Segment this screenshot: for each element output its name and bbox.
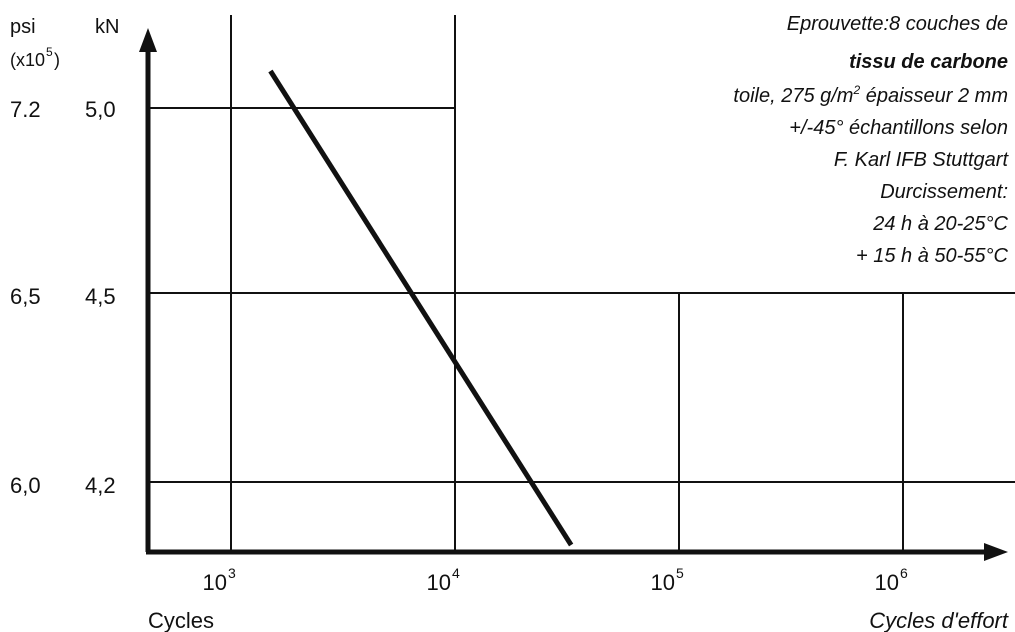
- series-layer: [268, 69, 574, 547]
- x-tick-base: 10: [651, 570, 675, 595]
- annotation-text: toile, 275 g/m: [733, 85, 853, 107]
- x-tick-base: 10: [203, 570, 227, 595]
- x-tick-exponent: 6: [900, 565, 908, 581]
- annotation-superscript: 2: [852, 83, 860, 97]
- annotation-text: F. Karl IFB Stuttgart: [834, 149, 1010, 171]
- y-tick-label-psi: 6,0: [10, 473, 41, 498]
- annotation-text: 24 h à 20-25°C: [872, 213, 1008, 235]
- annotation-text: Eprouvette:8 couches de: [787, 13, 1008, 35]
- annotation-line: Durcissement:: [880, 181, 1008, 203]
- x-tick-exponent: 3: [228, 565, 236, 581]
- x-axis-arrow: [984, 543, 1008, 561]
- x-tick-exponent: 4: [452, 565, 460, 581]
- axes: [139, 28, 1008, 561]
- annotation-text: Durcissement:: [880, 181, 1008, 203]
- specimen-annotation: Eprouvette:8 couches de tissu de carbone t…: [733, 13, 1009, 267]
- annotation-line: +/-45° échantillons selon: [789, 117, 1008, 139]
- annotation-line: toile, 275 g/m2 épaisseur 2 mm: [733, 83, 1008, 107]
- psi-unit-open: (x10: [10, 50, 45, 70]
- annotation-text: + 15 h à 50-55°C: [856, 245, 1009, 267]
- annotation-text-after: épaisseur 2 mm: [860, 85, 1008, 107]
- x-tick-base: 10: [875, 570, 899, 595]
- x-tick-label: 10 3: [203, 565, 236, 595]
- y-tick-label-kn: 4,2: [85, 473, 116, 498]
- y-tick-label-psi: 7.2: [10, 97, 41, 122]
- x-tick-label: 10 6: [875, 565, 908, 595]
- x-tick-label: 10 5: [651, 565, 684, 595]
- y-axis-label-kn: kN: [95, 16, 119, 38]
- y-axis-arrow: [139, 28, 157, 52]
- series-line-0: [268, 69, 574, 547]
- x-axis-label-left: Cycles: [148, 608, 214, 632]
- y-tick-label-kn: 4,5: [85, 284, 116, 309]
- annotation-line: Eprouvette:8 couches de: [787, 13, 1008, 35]
- annotation-line: F. Karl IFB Stuttgart: [834, 149, 1010, 171]
- y-tick-label-kn: 5,0: [85, 97, 116, 122]
- annotation-line: tissu de carbone: [849, 51, 1008, 73]
- annotation-text: +/-45° échantillons selon: [789, 117, 1008, 139]
- x-axis-label-right: Cycles d'effort: [869, 608, 1009, 632]
- x-tick-base: 10: [427, 570, 451, 595]
- psi-unit-close: ): [54, 50, 60, 70]
- y-axis-unit-psi: (x10 5): [10, 45, 60, 70]
- x-tick-label: 10 4: [427, 565, 460, 595]
- grid-lines: [148, 15, 1015, 552]
- psi-unit-exponent: 5: [46, 45, 53, 59]
- x-tick-exponent: 5: [676, 565, 684, 581]
- annotation-text: tissu de carbone: [849, 51, 1008, 73]
- annotation-line: + 15 h à 50-55°C: [856, 245, 1009, 267]
- y-axis-label-psi: psi: [10, 16, 36, 38]
- y-tick-label-psi: 6,5: [10, 284, 41, 309]
- annotation-line: 24 h à 20-25°C: [872, 213, 1008, 235]
